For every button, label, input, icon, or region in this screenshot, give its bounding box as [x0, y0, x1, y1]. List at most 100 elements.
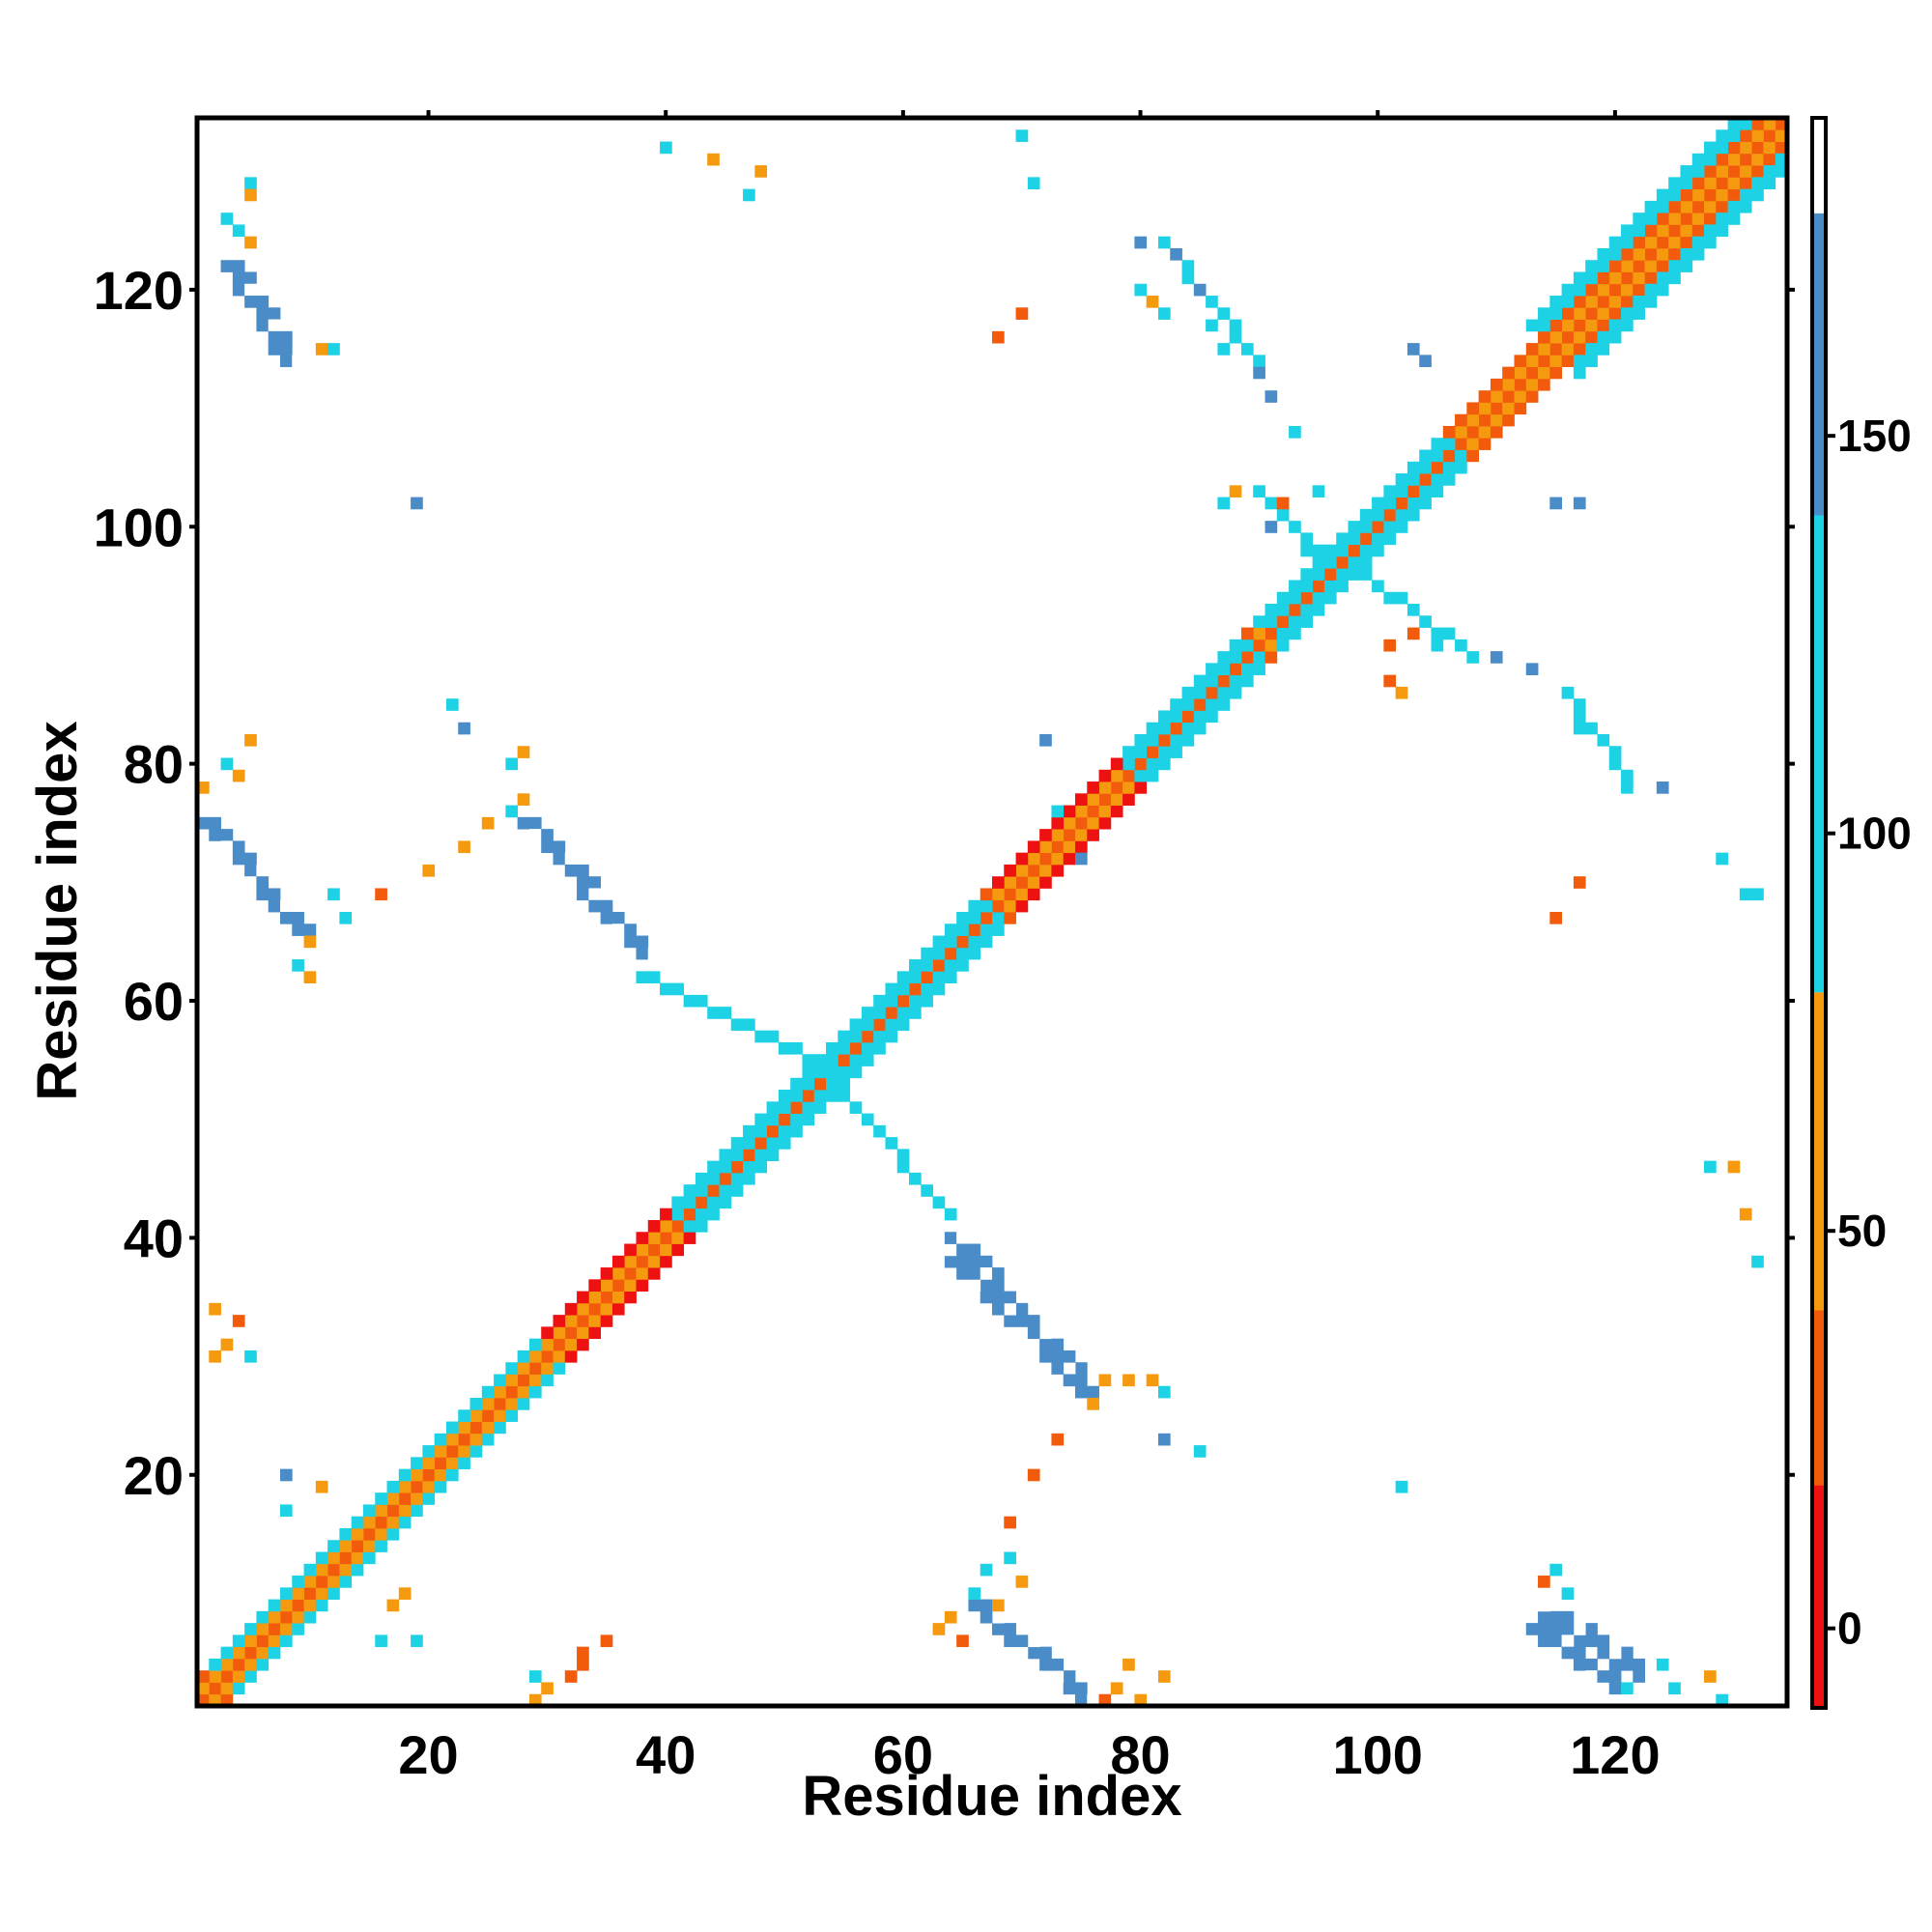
heatmap-cell [505, 1409, 519, 1422]
heatmap-cell [1668, 236, 1681, 249]
heatmap-cell [1015, 1315, 1029, 1327]
heatmap-cell [1668, 1682, 1681, 1695]
heatmap-cell [1300, 591, 1314, 605]
heatmap-cell [1122, 781, 1135, 794]
heatmap-cell [730, 1160, 744, 1174]
heatmap-cell [279, 1610, 293, 1624]
heatmap-cell [1087, 1398, 1099, 1410]
heatmap-cell [445, 1445, 459, 1458]
heatmap-cell [1621, 1646, 1634, 1660]
heatmap-cell [1193, 710, 1207, 724]
heatmap-cell [790, 1077, 803, 1091]
heatmap-cell [1312, 485, 1325, 497]
heatmap-cell [1573, 497, 1586, 510]
heatmap-cell [528, 1362, 542, 1375]
heatmap-cell [1597, 296, 1610, 308]
heatmap-cell [1395, 686, 1408, 699]
heatmap-cell [481, 1398, 495, 1410]
heatmap-cell [422, 1480, 436, 1493]
heatmap-cell [232, 1682, 245, 1695]
heatmap-cell [244, 1350, 257, 1363]
heatmap-cell [528, 1385, 542, 1399]
heatmap-cell [1442, 425, 1456, 439]
heatmap-cell [1621, 307, 1634, 320]
heatmap-cell [292, 1623, 304, 1635]
heatmap-cell [588, 899, 602, 913]
heatmap-cell [220, 1646, 234, 1660]
heatmap-cell [1004, 864, 1016, 877]
heatmap-cell [1727, 153, 1741, 166]
heatmap-cell [1561, 1623, 1575, 1635]
heatmap-cell [1027, 1326, 1040, 1340]
heatmap-cell [1668, 260, 1681, 272]
heatmap-cell [790, 1113, 803, 1126]
heatmap-cell [1751, 177, 1764, 190]
heatmap-cell [944, 1232, 957, 1244]
heatmap-cell [1122, 1374, 1135, 1387]
heatmap-cell [695, 1208, 708, 1221]
heatmap-cell [1727, 213, 1741, 225]
heatmap-cell [1633, 296, 1645, 308]
heatmap-cell [1455, 438, 1467, 450]
heatmap-cell [838, 1030, 850, 1043]
heatmap-cell [398, 1504, 412, 1518]
heatmap-cell [1549, 1610, 1563, 1624]
heatmap-cell [1157, 1433, 1171, 1446]
heatmap-cell [1039, 840, 1052, 854]
heatmap-cell [1656, 188, 1669, 202]
heatmap-cell [209, 1670, 221, 1683]
heatmap-cell [1525, 1623, 1539, 1635]
heatmap-cell [1098, 805, 1112, 818]
heatmap-cell [1561, 330, 1575, 344]
heatmap-cell [980, 1599, 993, 1612]
heatmap-cell [517, 1385, 530, 1399]
heatmap-cell [244, 1670, 257, 1683]
heatmap-cell [1264, 521, 1278, 533]
heatmap-cell [660, 1255, 672, 1268]
heatmap-cell [1051, 840, 1065, 854]
heatmap-cell [315, 1587, 328, 1600]
heatmap-cell [980, 1255, 993, 1268]
heatmap-cell [445, 1468, 459, 1482]
heatmap-cell [517, 746, 530, 758]
x-tick-label: 120 [1570, 1724, 1660, 1785]
heatmap-cell [1170, 746, 1182, 758]
heatmap-cell [1478, 438, 1492, 450]
heatmap-cell [1656, 247, 1669, 261]
heatmap-cell [1336, 544, 1349, 557]
heatmap-cell [754, 1160, 768, 1174]
heatmap-cell [494, 1398, 506, 1410]
heatmap-cell [766, 1101, 780, 1114]
heatmap-cell [1561, 1587, 1575, 1600]
heatmap-cell [528, 1338, 542, 1351]
heatmap-cell [1739, 1208, 1752, 1221]
heatmap-cell [256, 888, 270, 901]
heatmap-cell [1134, 733, 1148, 747]
heatmap-cell [1573, 330, 1586, 344]
heatmap-cell [1585, 319, 1598, 332]
heatmap-cell [1015, 876, 1029, 889]
heatmap-cell [315, 1563, 328, 1577]
heatmap-cell [1074, 829, 1088, 841]
heatmap-cell [707, 1007, 720, 1019]
heatmap-cell [1146, 296, 1159, 308]
heatmap-cell [469, 1421, 483, 1435]
heatmap-cell [1656, 213, 1669, 225]
heatmap-cell [992, 1610, 1005, 1624]
heatmap-cell [1538, 343, 1550, 355]
heatmap-cell [1573, 283, 1586, 297]
heatmap-cell [1004, 876, 1016, 889]
heatmap-cell [1264, 604, 1278, 616]
heatmap-cell [611, 1291, 625, 1304]
heatmap-cell [517, 816, 530, 830]
heatmap-cell [611, 1279, 625, 1292]
heatmap-cell [944, 971, 957, 984]
heatmap-cell [1039, 1658, 1052, 1671]
heatmap-cell [1098, 793, 1112, 806]
heatmap-cell [232, 224, 245, 238]
heatmap-cell [1359, 508, 1373, 522]
heatmap-cell [1656, 260, 1669, 272]
heatmap-cell [1395, 521, 1408, 533]
heatmap-cell [1051, 852, 1065, 866]
